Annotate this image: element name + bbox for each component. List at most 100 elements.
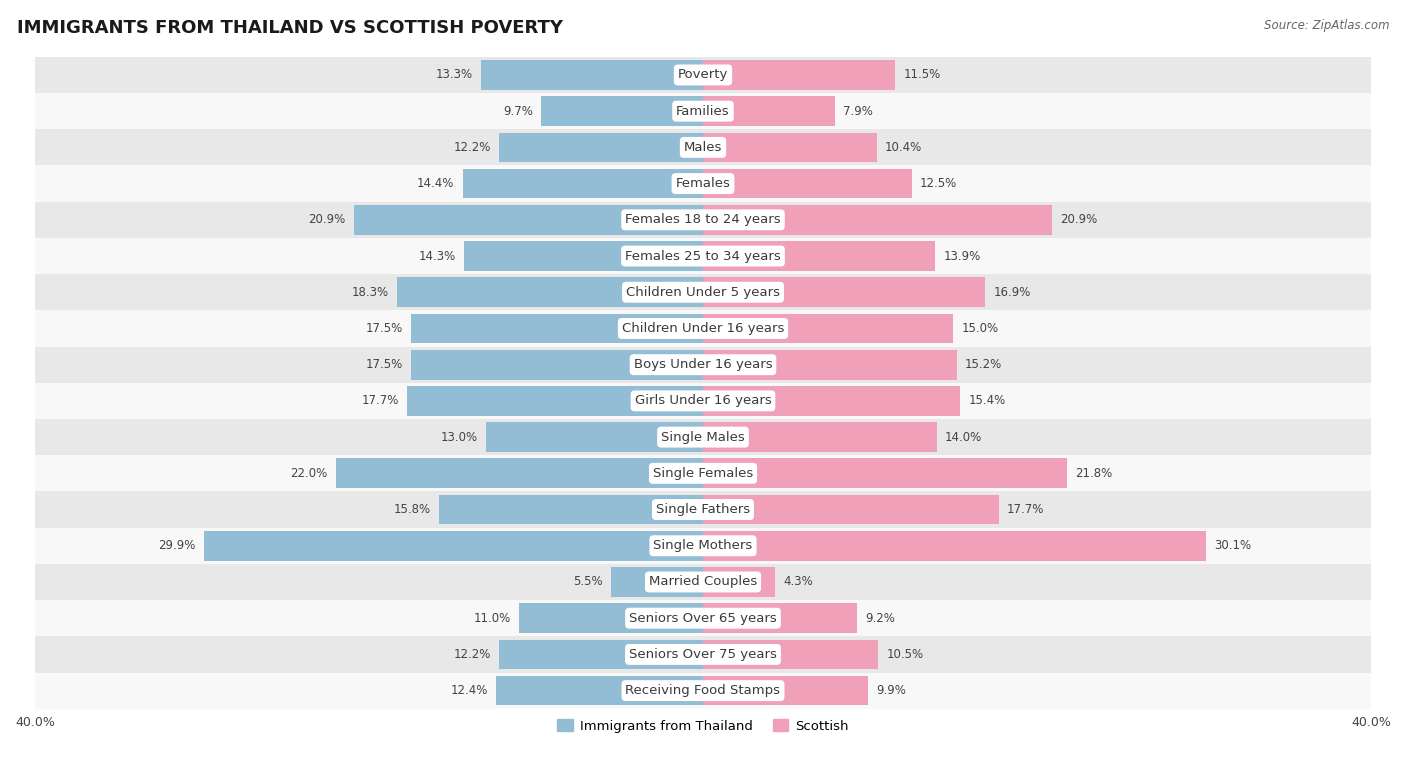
Bar <box>703 386 960 415</box>
Text: 10.5%: 10.5% <box>887 648 924 661</box>
Bar <box>703 350 956 380</box>
Bar <box>703 314 953 343</box>
Bar <box>35 419 1371 456</box>
Bar <box>463 169 703 199</box>
Bar <box>398 277 703 307</box>
Text: Single Mothers: Single Mothers <box>654 539 752 553</box>
Bar <box>35 57 1371 93</box>
Bar <box>35 636 1371 672</box>
Text: Poverty: Poverty <box>678 68 728 81</box>
Text: 15.4%: 15.4% <box>969 394 1005 407</box>
Bar <box>35 165 1371 202</box>
Bar <box>35 456 1371 491</box>
Bar <box>703 459 1067 488</box>
Text: Single Females: Single Females <box>652 467 754 480</box>
Bar <box>519 603 703 633</box>
Text: 4.3%: 4.3% <box>783 575 813 588</box>
Bar <box>35 383 1371 419</box>
Bar <box>464 241 703 271</box>
Text: 30.1%: 30.1% <box>1213 539 1251 553</box>
Text: 9.7%: 9.7% <box>503 105 533 117</box>
Bar <box>35 528 1371 564</box>
Bar <box>612 567 703 597</box>
Text: 20.9%: 20.9% <box>308 213 346 227</box>
Text: 12.4%: 12.4% <box>450 684 488 697</box>
Bar <box>439 495 703 525</box>
Text: 12.2%: 12.2% <box>454 141 491 154</box>
Text: IMMIGRANTS FROM THAILAND VS SCOTTISH POVERTY: IMMIGRANTS FROM THAILAND VS SCOTTISH POV… <box>17 19 562 37</box>
Text: 7.9%: 7.9% <box>844 105 873 117</box>
Text: Single Males: Single Males <box>661 431 745 443</box>
Bar <box>35 274 1371 310</box>
Text: 17.7%: 17.7% <box>361 394 399 407</box>
Text: 29.9%: 29.9% <box>157 539 195 553</box>
Text: Married Couples: Married Couples <box>650 575 756 588</box>
Text: 17.7%: 17.7% <box>1007 503 1045 516</box>
Text: 12.2%: 12.2% <box>454 648 491 661</box>
Text: 14.3%: 14.3% <box>419 249 456 262</box>
Bar <box>35 672 1371 709</box>
Text: 13.3%: 13.3% <box>436 68 472 81</box>
Bar <box>35 600 1371 636</box>
Text: 9.9%: 9.9% <box>877 684 907 697</box>
Text: Females: Females <box>675 177 731 190</box>
Bar <box>703 603 856 633</box>
Text: Children Under 5 years: Children Under 5 years <box>626 286 780 299</box>
Text: Females 18 to 24 years: Females 18 to 24 years <box>626 213 780 227</box>
Bar <box>703 241 935 271</box>
Bar <box>354 205 703 235</box>
Text: Males: Males <box>683 141 723 154</box>
Bar <box>703 495 998 525</box>
Text: 9.2%: 9.2% <box>865 612 894 625</box>
Text: Receiving Food Stamps: Receiving Food Stamps <box>626 684 780 697</box>
Text: 20.9%: 20.9% <box>1060 213 1098 227</box>
Text: 15.2%: 15.2% <box>965 359 1002 371</box>
Text: Females 25 to 34 years: Females 25 to 34 years <box>626 249 780 262</box>
Text: 11.5%: 11.5% <box>903 68 941 81</box>
Bar <box>703 133 877 162</box>
Text: 17.5%: 17.5% <box>366 359 402 371</box>
Text: Boys Under 16 years: Boys Under 16 years <box>634 359 772 371</box>
Bar <box>703 531 1205 561</box>
Bar <box>703 640 879 669</box>
Bar <box>35 130 1371 165</box>
Bar <box>408 386 703 415</box>
Text: Girls Under 16 years: Girls Under 16 years <box>634 394 772 407</box>
Text: Children Under 16 years: Children Under 16 years <box>621 322 785 335</box>
Text: 17.5%: 17.5% <box>366 322 402 335</box>
Legend: Immigrants from Thailand, Scottish: Immigrants from Thailand, Scottish <box>553 714 853 738</box>
Bar <box>35 564 1371 600</box>
Text: 15.0%: 15.0% <box>962 322 998 335</box>
Bar <box>703 422 936 452</box>
Bar <box>481 60 703 89</box>
Bar <box>703 96 835 126</box>
Bar <box>486 422 703 452</box>
Bar <box>496 676 703 706</box>
Bar <box>35 238 1371 274</box>
Bar <box>35 93 1371 130</box>
Text: 12.5%: 12.5% <box>920 177 957 190</box>
Text: 21.8%: 21.8% <box>1076 467 1112 480</box>
Bar <box>703 169 911 199</box>
Bar <box>35 202 1371 238</box>
Text: 11.0%: 11.0% <box>474 612 510 625</box>
Bar <box>499 640 703 669</box>
Text: 16.9%: 16.9% <box>994 286 1031 299</box>
Text: Seniors Over 75 years: Seniors Over 75 years <box>628 648 778 661</box>
Bar <box>703 567 775 597</box>
Bar <box>411 350 703 380</box>
Text: 22.0%: 22.0% <box>290 467 328 480</box>
Text: 5.5%: 5.5% <box>574 575 603 588</box>
Text: 10.4%: 10.4% <box>884 141 922 154</box>
Text: 15.8%: 15.8% <box>394 503 430 516</box>
Bar <box>703 60 896 89</box>
Text: 18.3%: 18.3% <box>352 286 389 299</box>
Bar <box>703 205 1052 235</box>
Bar <box>204 531 703 561</box>
Bar <box>499 133 703 162</box>
Bar <box>703 277 986 307</box>
Text: Source: ZipAtlas.com: Source: ZipAtlas.com <box>1264 19 1389 32</box>
Bar <box>35 491 1371 528</box>
Bar <box>35 310 1371 346</box>
Text: Seniors Over 65 years: Seniors Over 65 years <box>628 612 778 625</box>
